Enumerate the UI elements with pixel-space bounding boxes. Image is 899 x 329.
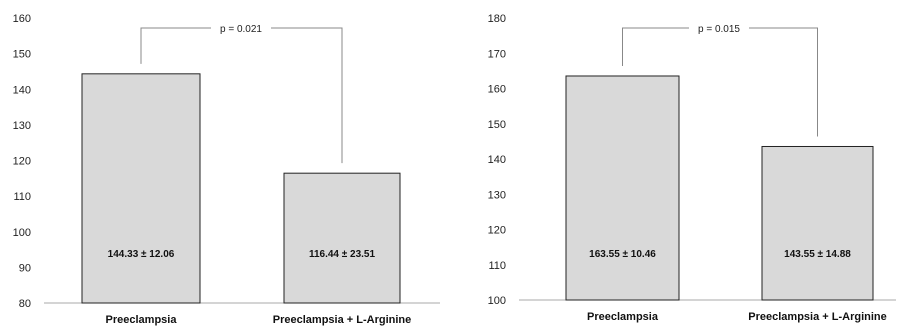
p-value-label: p = 0.021	[220, 24, 262, 35]
bar	[81, 73, 201, 304]
y-tick-label: 110	[488, 260, 506, 272]
y-tick-label: 130	[13, 120, 31, 132]
bar	[283, 172, 401, 304]
y-tick-label: 110	[13, 191, 31, 203]
y-tick-label: 140	[13, 84, 31, 96]
bar	[761, 145, 874, 301]
significance-bracket	[140, 27, 343, 164]
y-tick-label: 100	[13, 227, 31, 239]
p-value-label: p = 0.015	[698, 24, 740, 35]
y-tick-label: 80	[19, 298, 31, 310]
x-category-label: Preeclampsia	[587, 311, 659, 323]
bar-data-label: 144.33 ± 12.06	[108, 249, 175, 260]
y-tick-label: 170	[488, 48, 506, 60]
significance-bracket	[622, 27, 818, 137]
bar	[565, 75, 680, 301]
y-tick-label: 100	[488, 295, 506, 307]
y-tick-label: 90	[19, 262, 31, 274]
bar-data-label: 116.44 ± 23.51	[309, 249, 376, 260]
x-category-label: Preeclampsia + L-Arginine	[748, 311, 886, 323]
y-tick-label: 150	[488, 119, 506, 131]
bar-data-label: 163.55 ± 10.46	[589, 249, 656, 260]
y-tick-label: 180	[488, 13, 506, 25]
x-category-label: Preeclampsia + L-Arginine	[273, 314, 411, 326]
x-category-label: Preeclampsia	[106, 314, 178, 326]
y-tick-label: 140	[488, 154, 506, 166]
y-tick-label: 130	[488, 189, 506, 201]
y-tick-label: 120	[13, 156, 31, 168]
y-tick-label: 120	[488, 225, 506, 237]
y-tick-label: 160	[13, 13, 31, 25]
y-tick-label: 160	[488, 84, 506, 96]
y-tick-label: 150	[13, 49, 31, 61]
bar-data-label: 143.55 ± 14.88	[784, 249, 851, 260]
